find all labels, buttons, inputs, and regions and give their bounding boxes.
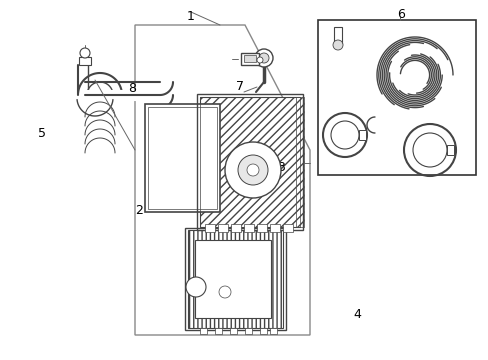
- Bar: [145, 104, 220, 212]
- Bar: [269, 328, 276, 334]
- Bar: [184, 228, 285, 330]
- Bar: [295, 97, 304, 227]
- Bar: [200, 328, 206, 334]
- Bar: [218, 224, 227, 232]
- Circle shape: [224, 142, 281, 198]
- Text: 5: 5: [38, 127, 45, 140]
- Bar: [244, 55, 256, 62]
- Bar: [260, 328, 266, 334]
- Text: 6: 6: [396, 8, 404, 21]
- Bar: [148, 107, 217, 209]
- Bar: [197, 94, 303, 230]
- Bar: [200, 97, 299, 227]
- Bar: [241, 53, 259, 65]
- Text: 4: 4: [352, 309, 360, 321]
- Text: 2: 2: [135, 204, 143, 217]
- Circle shape: [257, 57, 263, 63]
- Bar: [204, 224, 215, 232]
- Text: 7: 7: [235, 80, 243, 93]
- Bar: [215, 328, 222, 334]
- Text: 1: 1: [186, 10, 194, 23]
- Bar: [230, 224, 241, 232]
- Circle shape: [246, 164, 259, 176]
- Circle shape: [185, 277, 205, 297]
- Circle shape: [259, 53, 268, 63]
- Bar: [333, 27, 341, 45]
- Bar: [244, 224, 253, 232]
- Bar: [257, 224, 266, 232]
- Bar: [244, 328, 251, 334]
- Bar: [317, 20, 475, 175]
- Circle shape: [80, 48, 90, 58]
- Bar: [283, 224, 292, 232]
- Circle shape: [238, 155, 267, 185]
- Bar: [200, 97, 299, 227]
- Bar: [269, 224, 280, 232]
- Bar: [195, 240, 270, 318]
- Text: 8: 8: [128, 82, 136, 95]
- Circle shape: [332, 40, 342, 50]
- Text: 3: 3: [277, 161, 285, 174]
- Bar: [187, 230, 283, 328]
- Bar: [79, 57, 91, 65]
- Bar: [358, 130, 365, 140]
- Bar: [229, 328, 237, 334]
- Circle shape: [254, 49, 272, 67]
- Bar: [446, 145, 453, 155]
